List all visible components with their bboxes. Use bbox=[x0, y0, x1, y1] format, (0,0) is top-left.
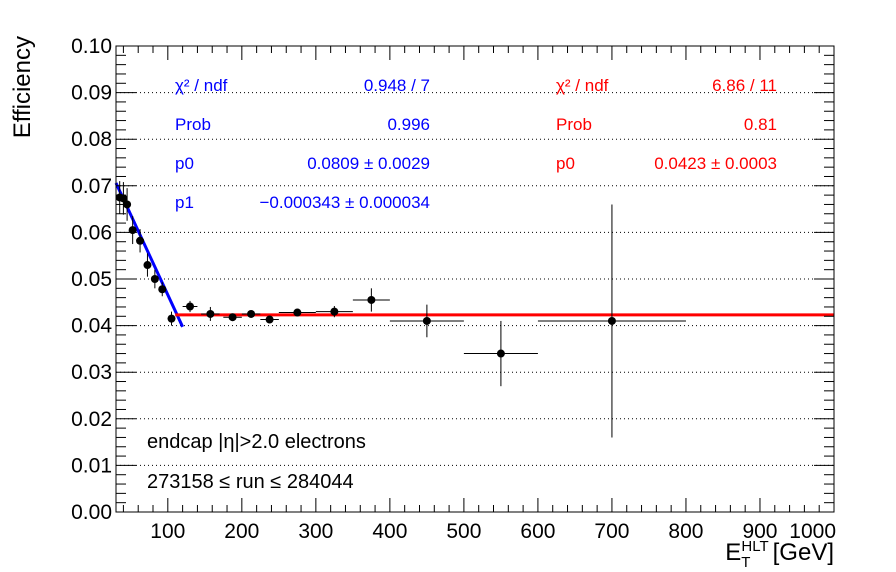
data-point bbox=[201, 306, 220, 321]
data-marker bbox=[496, 349, 505, 358]
x-tick-label: 600 bbox=[520, 520, 555, 543]
stat-value: 0.0809 ± 0.0029 bbox=[307, 154, 430, 173]
y-tick-label: 0.07 bbox=[71, 175, 112, 198]
y-tick-label: 0.10 bbox=[71, 35, 112, 58]
tick-labels: 0.00 0.01 0.02 0.03 0.04 0.05 0.06 0.07 0.08 0.09… bbox=[71, 35, 836, 543]
data-marker bbox=[367, 295, 376, 304]
stat-label: p0 bbox=[175, 154, 194, 173]
x-tick-label: 800 bbox=[668, 520, 703, 543]
data-point bbox=[182, 300, 198, 313]
x-axis-title-unit: [GeV] bbox=[773, 539, 834, 566]
data-marker bbox=[143, 261, 152, 270]
data-marker bbox=[607, 316, 616, 325]
stat-value: 0.81 bbox=[744, 115, 777, 134]
stat-label: p0 bbox=[556, 154, 575, 173]
data-marker bbox=[136, 236, 145, 245]
x-axis-title-superscript: HLT bbox=[741, 538, 768, 555]
x-tick-label: 100 bbox=[150, 520, 185, 543]
data-point bbox=[260, 315, 279, 324]
data-point bbox=[128, 216, 137, 245]
data-point bbox=[389, 304, 464, 338]
stat-value: 0.948 / 7 bbox=[364, 76, 430, 95]
y-tick-label: 0.02 bbox=[71, 408, 112, 431]
data-point bbox=[537, 204, 686, 438]
run-range-annotation: 273158 ≤ run ≤ 284044 bbox=[147, 471, 354, 493]
grid-layer bbox=[116, 92, 834, 466]
data-marker bbox=[150, 275, 159, 283]
data-marker bbox=[167, 314, 176, 323]
data-point bbox=[150, 269, 159, 289]
stat-value: 0.0423 ± 0.0003 bbox=[654, 154, 777, 173]
x-tick-label: 500 bbox=[446, 520, 481, 543]
stat-label: Prob bbox=[556, 115, 592, 134]
data-point bbox=[158, 282, 167, 297]
x-axis-title-main: E bbox=[725, 539, 741, 566]
data-point bbox=[463, 320, 538, 387]
stat-label: p1 bbox=[175, 193, 194, 212]
y-tick-label: 0.04 bbox=[71, 315, 112, 338]
data-point bbox=[167, 311, 176, 326]
x-tick-label: 700 bbox=[594, 520, 629, 543]
data-marker bbox=[119, 194, 128, 203]
data-point bbox=[119, 182, 128, 215]
data-point bbox=[136, 229, 145, 253]
stat-value: 6.86 / 11 bbox=[712, 76, 777, 95]
data-marker bbox=[228, 313, 237, 322]
data-marker bbox=[123, 200, 132, 209]
data-marker bbox=[158, 285, 167, 294]
y-tick-label: 0.00 bbox=[71, 501, 112, 524]
x-tick-label: 900 bbox=[742, 520, 777, 543]
y-tick-label: 0.03 bbox=[71, 361, 112, 384]
data-point bbox=[315, 306, 353, 318]
data-marker bbox=[330, 307, 339, 316]
axis-ticks bbox=[116, 45, 835, 513]
data-point bbox=[143, 253, 152, 277]
fit-statistics: χ² / ndf 0.948 / 7 Prob 0.996 p0 0.0809 ± 0.0… bbox=[175, 76, 777, 212]
fit-layer bbox=[114, 182, 834, 328]
y-tick-label: 0.06 bbox=[71, 221, 112, 244]
data-marker bbox=[422, 316, 431, 325]
data-point bbox=[352, 288, 390, 312]
data-points bbox=[115, 181, 686, 438]
stat-label: Prob bbox=[175, 115, 211, 134]
data-point bbox=[241, 309, 261, 318]
y-tick-label: 0.09 bbox=[71, 82, 112, 105]
data-marker bbox=[265, 315, 274, 324]
selection-annotation: endcap |η|>2.0 electrons bbox=[147, 431, 366, 453]
x-tick-label: 300 bbox=[298, 520, 333, 543]
data-point bbox=[123, 188, 132, 221]
x-axis-title: ETHLT [GeV] bbox=[725, 538, 834, 571]
x-axis-title-subscript: T bbox=[741, 554, 750, 571]
data-marker bbox=[247, 309, 256, 318]
stat-value: −0.000343 ± 0.000034 bbox=[259, 193, 430, 212]
data-marker bbox=[293, 308, 302, 317]
x-tick-label: 200 bbox=[224, 520, 259, 543]
x-tick-label: 400 bbox=[372, 520, 407, 543]
y-tick-label: 0.01 bbox=[71, 454, 112, 477]
data-point bbox=[223, 313, 242, 322]
stat-label: χ² / ndf bbox=[175, 76, 228, 95]
stat-label: χ² / ndf bbox=[556, 76, 609, 95]
data-point bbox=[278, 308, 316, 317]
y-tick-label: 0.05 bbox=[71, 268, 112, 291]
data-marker bbox=[206, 309, 215, 318]
y-tick-label: 0.08 bbox=[71, 128, 112, 151]
y-axis-title: Efficiency bbox=[9, 36, 36, 138]
x-tick-label: 1000 bbox=[789, 520, 836, 543]
stat-value: 0.996 bbox=[387, 115, 430, 134]
data-marker bbox=[186, 302, 195, 311]
